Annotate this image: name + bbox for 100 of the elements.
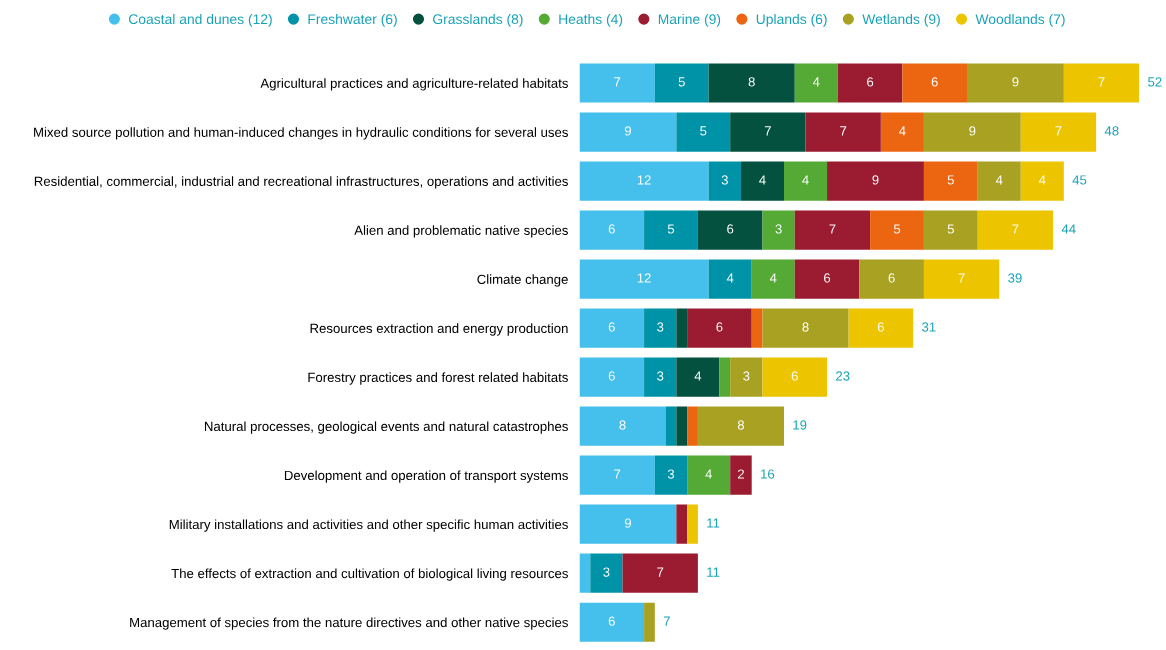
y-tick-label: Residential, commercial, industrial and recreational infrastructures, operations and activities [34,176,568,189]
bar [794,259,860,299]
bar [644,357,677,397]
total-label: 52 [1148,77,1162,87]
data-label: 3 [667,469,675,479]
data-label: 8 [737,420,745,430]
bar [676,308,688,348]
total-label: 31 [921,322,936,332]
data-label: 8 [748,77,755,87]
bar [1063,63,1140,103]
y-tick-label: Agricultural practices and agriculture-related habitats [260,78,568,91]
total-label: 45 [1072,175,1087,185]
data-label: 7 [764,126,771,136]
bar [676,112,731,152]
data-label: 7 [829,224,836,234]
y-tick-label: Military installations and activities and other specific human activities [169,519,568,532]
data-label: 7 [1012,224,1019,234]
bar [687,504,698,544]
data-label: 12 [637,175,651,185]
bar [579,504,677,544]
bar [740,161,784,201]
bar [579,406,666,446]
data-label: 4 [899,126,906,136]
data-label: 6 [608,224,615,234]
bar [730,357,763,397]
y-tick-label: Resources extraction and energy production [310,323,568,336]
bar [923,210,978,250]
legend-label: Coastal and dunes (12) [128,13,272,27]
bar [784,161,828,201]
data-label: 7 [958,273,965,283]
bar [687,455,731,495]
bar [579,553,591,593]
data-label: 9 [1012,77,1019,87]
legend-label: Woodlands (7) [975,13,1065,27]
data-label: 6 [791,371,798,381]
data-label: 6 [824,273,831,283]
total-label: 7 [663,616,670,626]
y-tick-label: Climate change [477,274,568,287]
data-label: 4 [694,371,702,381]
bar [762,308,849,348]
y-tick-label: Management of species from the nature directives and other native species [130,617,568,630]
bar [730,112,806,152]
legend-label: Grasslands (8) [433,13,523,27]
bar [579,357,645,397]
bar [859,259,924,299]
data-label: 5 [667,224,675,234]
data-label: 6 [888,273,895,283]
total-label: 11 [707,567,720,577]
bar [708,259,752,299]
data-label: 4 [705,469,712,479]
data-label: 3 [603,567,610,577]
data-label: 9 [624,518,631,528]
data-label: 7 [840,126,847,136]
total-label: 44 [1061,224,1076,234]
bar [751,259,795,299]
bar [676,357,720,397]
data-label: 3 [721,175,728,185]
total-label: 16 [761,469,775,479]
data-label: 6 [867,77,874,87]
bar [590,553,623,593]
total-label: 19 [793,420,807,430]
data-label: 5 [947,175,954,185]
data-label: 3 [657,371,664,381]
data-label: 4 [726,273,734,283]
data-label: 4 [802,175,809,185]
bar [687,308,752,348]
legend-label: Heaths (4) [559,13,623,27]
y-tick-label: Alien and problematic native species [354,225,568,238]
bar [762,210,795,250]
total-label: 23 [836,371,850,381]
bar [827,161,924,201]
bar [794,63,838,103]
bar [880,112,924,152]
bar [697,406,784,446]
bar [923,112,1021,152]
bar [708,63,795,103]
data-label: 3 [657,322,664,332]
data-label: 6 [716,322,723,332]
data-label: 9 [624,126,631,136]
data-label: 6 [608,616,615,626]
data-label: 7 [614,77,621,87]
bar [762,357,828,397]
bar [665,406,677,446]
data-label: 6 [877,322,884,332]
bar [579,308,645,348]
bar [644,602,655,642]
y-tick-label: Forestry practices and forest related habitats [308,372,568,385]
y-tick-label: Mixed source pollution and human-induced changes in hydraulic conditions for several uses [34,127,568,140]
bar [923,259,1000,299]
bar [644,210,698,250]
bar [805,112,881,152]
bar [579,161,709,201]
data-label: 6 [608,322,615,332]
total-label: 39 [1008,273,1022,283]
bar [848,308,914,348]
data-label: 4 [769,273,777,283]
bar [977,161,1021,201]
bar [644,308,677,348]
bar [1020,112,1097,152]
y-tick-label: The effects of extraction and cultivation of biological living resources [171,568,568,581]
